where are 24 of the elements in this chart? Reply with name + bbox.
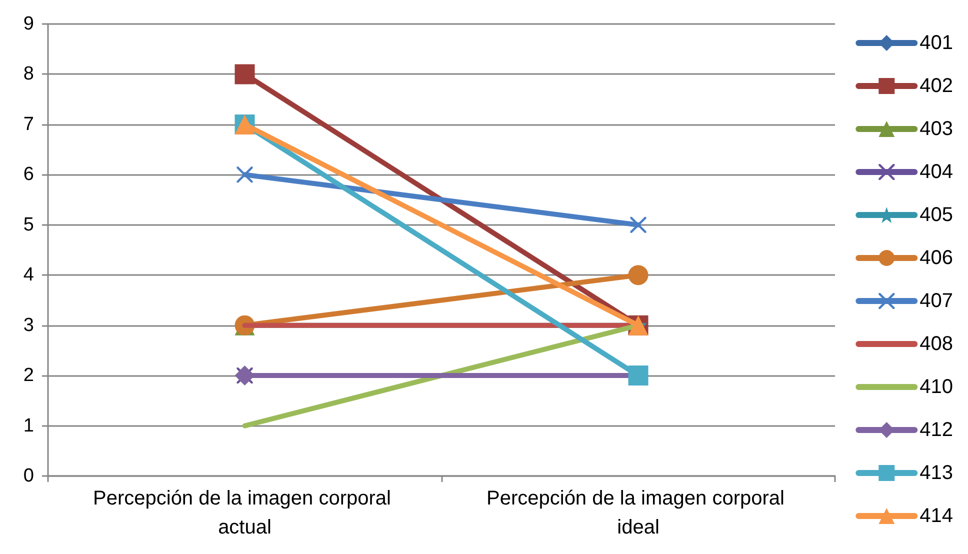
legend-label: 406 <box>920 247 954 269</box>
legend-label: 410 <box>920 376 954 398</box>
y-tick-label: 8 <box>23 64 34 85</box>
y-tick-label: 4 <box>23 264 34 286</box>
y-tick-label: 6 <box>23 164 34 186</box>
y-tick-label: 2 <box>23 365 34 386</box>
y-tick-label: 1 <box>23 415 34 436</box>
legend-label: 404 <box>920 161 954 183</box>
legend-label: 403 <box>920 118 954 140</box>
y-tick-label: 5 <box>23 214 34 236</box>
y-tick-label: 9 <box>23 14 34 34</box>
legend-label: 407 <box>920 290 954 312</box>
legend-label: 412 <box>920 419 954 441</box>
x-tick-label: Percepción de la imagen corporal actual <box>92 488 397 538</box>
y-tick-label: 7 <box>23 114 34 135</box>
legend-label: 413 <box>920 462 954 484</box>
y-tick-label: 0 <box>23 466 34 486</box>
legend-label: 405 <box>920 204 954 226</box>
legend-label: 401 <box>920 32 954 54</box>
y-tick-label: 3 <box>23 314 34 336</box>
legend-label: 402 <box>920 75 954 97</box>
legend-label: 408 <box>920 333 954 355</box>
x-tick-label: Percepción de la imagen corporal ideal <box>486 488 790 538</box>
legend-label: 414 <box>920 505 954 527</box>
